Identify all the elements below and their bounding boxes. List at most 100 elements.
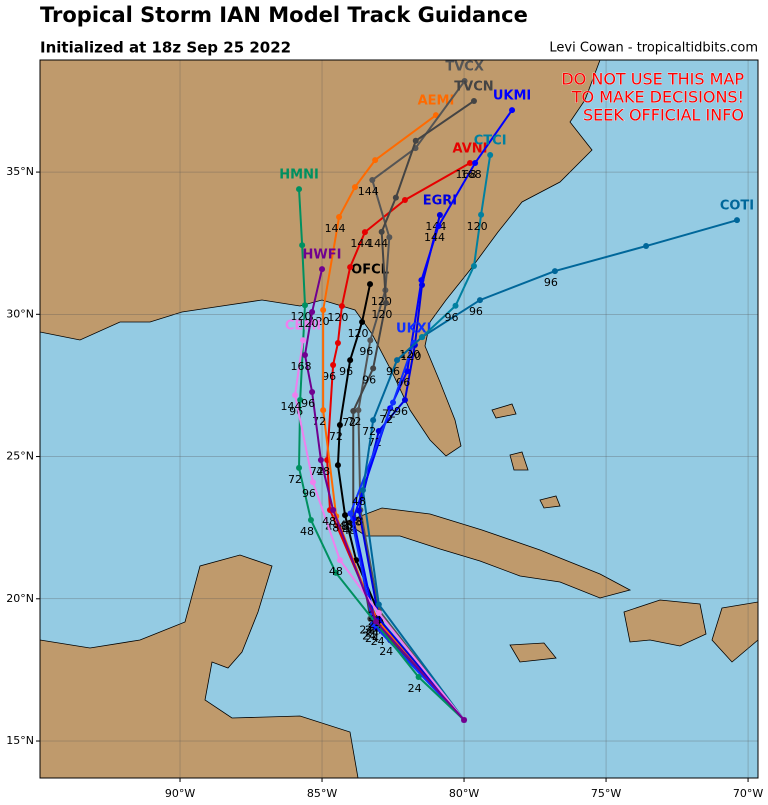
- warning-line: TO MAKE DECISIONS!: [571, 88, 744, 107]
- track-point: [470, 262, 477, 269]
- hour-label: 48: [339, 518, 353, 531]
- hour-label: 96: [469, 305, 483, 318]
- hour-label: 48: [329, 565, 343, 578]
- hour-label: 144: [358, 185, 379, 198]
- track-point: [367, 281, 374, 288]
- hour-label: 24: [371, 635, 385, 648]
- track-point: [467, 159, 474, 166]
- track-point: [309, 388, 316, 395]
- model-track: 96 120 CTCI: [419, 134, 507, 341]
- hour-label: 24: [359, 624, 373, 637]
- track-point: [509, 107, 516, 114]
- y-tick-label: 20°N: [6, 592, 34, 605]
- track-point: [300, 337, 307, 344]
- track-point: [551, 268, 558, 275]
- y-tick-label: 15°N: [6, 734, 34, 747]
- hour-label: 96: [322, 370, 336, 383]
- hour-label: 72: [329, 430, 343, 443]
- track-point: [394, 357, 401, 364]
- track-point: [401, 396, 408, 403]
- hispaniola: [623, 599, 707, 647]
- jamaica: [509, 642, 557, 663]
- track-point: [336, 557, 343, 564]
- hour-label: 96: [302, 487, 316, 500]
- track-point: [301, 351, 308, 358]
- track-point: [370, 365, 377, 372]
- track-point: [319, 266, 326, 273]
- model-track: 24 48 72 120 UKXI: [339, 321, 468, 723]
- track-point: [412, 137, 419, 144]
- track-point: [320, 407, 327, 414]
- x-tick-label: 90°W: [165, 787, 195, 800]
- grid: [40, 60, 758, 778]
- hour-label: 48: [352, 495, 366, 508]
- track-point: [347, 264, 354, 271]
- model-name: UKMI: [493, 89, 531, 104]
- track-line: [303, 268, 465, 721]
- track-point: [419, 334, 426, 341]
- cuba: [344, 507, 632, 599]
- hour-label: 72: [312, 415, 326, 428]
- hour-label: 144: [424, 231, 445, 244]
- track-point: [332, 569, 339, 576]
- y-tick-label: 25°N: [6, 450, 34, 463]
- hour-label: 72: [310, 465, 324, 478]
- model-name: TVCN: [454, 79, 493, 94]
- hour-label: 144: [367, 237, 388, 250]
- hour-label: 120: [399, 348, 420, 361]
- hour-label: 72: [382, 408, 396, 421]
- hour-label: 48: [322, 515, 336, 528]
- axes: 90°W 85°W 80°W 75°W 70°W 15°N 20°N 25°N 30°N 35°N: [6, 165, 763, 800]
- track-point: [355, 407, 362, 414]
- hour-label: 120: [290, 310, 311, 323]
- hour-label: 120: [348, 327, 369, 340]
- track-point: [478, 211, 485, 218]
- track-line: [361, 219, 738, 721]
- track-point: [470, 97, 477, 104]
- hour-label: 144: [350, 237, 371, 250]
- track-point: [461, 716, 468, 723]
- track-point: [404, 368, 411, 375]
- track-point: [369, 177, 376, 184]
- track-line: [357, 80, 466, 721]
- puerto-rico: [711, 601, 758, 663]
- track-point: [334, 462, 341, 469]
- hour-label: 120: [298, 317, 319, 330]
- track-point: [359, 487, 366, 494]
- hour-label: 24: [379, 645, 393, 658]
- track-point: [330, 361, 337, 368]
- y-tick-label: 35°N: [6, 165, 34, 178]
- hour-label: 96: [445, 311, 459, 324]
- warning-line: SEEK OFFICIAL INFO: [583, 106, 744, 125]
- track-point: [351, 184, 358, 191]
- track-line: [294, 340, 465, 721]
- track-point: [461, 78, 468, 85]
- model-name: HMNI: [279, 168, 319, 183]
- track-point: [370, 417, 377, 424]
- track-point: [330, 507, 337, 514]
- x-tick-label: 80°W: [449, 787, 479, 800]
- track-point: [299, 242, 306, 249]
- track-point: [307, 516, 314, 523]
- hour-label: 96: [301, 397, 315, 410]
- track-point: [334, 340, 341, 347]
- model-name: CEMI: [285, 319, 321, 334]
- track-point: [296, 464, 303, 471]
- hour-label: 24: [365, 632, 379, 645]
- track-point: [435, 223, 442, 230]
- track-point: [347, 357, 354, 364]
- model-name: CTCI: [474, 134, 507, 149]
- hour-label: 96: [394, 405, 408, 418]
- hour-label: 120: [327, 311, 348, 324]
- track-point: [378, 228, 385, 235]
- warning-line: DO NOT USE THIS MAP: [561, 70, 744, 89]
- track-point: [375, 610, 382, 617]
- track-point: [452, 302, 459, 309]
- hour-label: 120: [309, 315, 330, 328]
- model-name: HWFI: [303, 248, 342, 263]
- track-point: [320, 307, 327, 314]
- model-name: AVNI: [453, 141, 488, 156]
- map: 24487296120OFCL244896120144168AVNI244872…: [40, 60, 758, 778]
